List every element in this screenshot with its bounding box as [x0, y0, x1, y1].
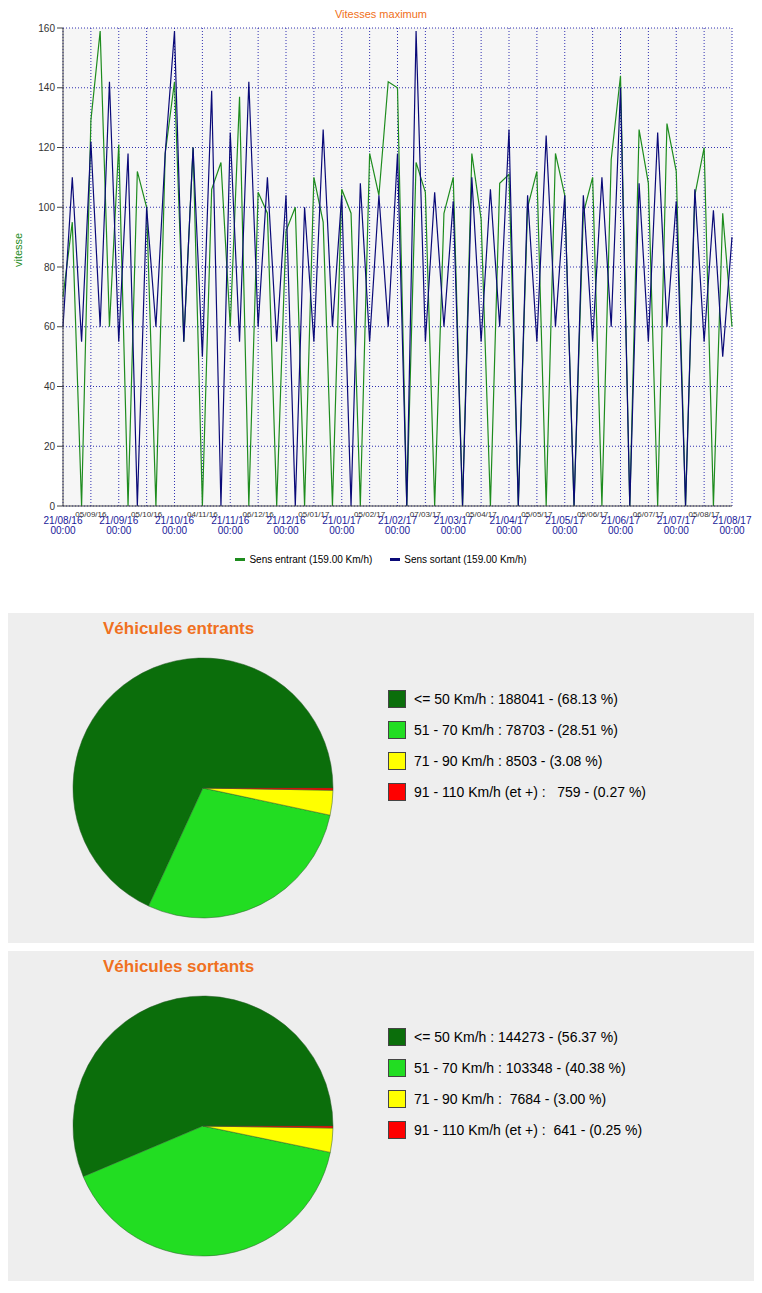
svg-text:60: 60 [44, 321, 56, 332]
html-text:91 - 110 Km/h (et +) : 759 - (: 91 - 110 Km/h (et +) : 759 - (0.27 %) [414, 783, 646, 800]
svg-text:06/07/17: 06/07/17 [632, 510, 664, 519]
svg-text:20: 20 [44, 441, 56, 452]
svg-text:05/04/17: 05/04/17 [465, 510, 497, 519]
svg-text:vitesse: vitesse [12, 233, 24, 267]
svg-text:05/02/17: 05/02/17 [354, 510, 386, 519]
svg-text:00:00: 00:00 [50, 525, 75, 536]
svg-text:04/11/16: 04/11/16 [187, 510, 218, 519]
svg-text:06/12/16: 06/12/16 [242, 510, 274, 519]
svg-text:00:00: 00:00 [719, 525, 744, 536]
html-text:<= 50 Km/h : 144273 - (56.37 %: <= 50 Km/h : 144273 - (56.37 %) [414, 1028, 618, 1045]
svg-text:00:00: 00:00 [106, 525, 131, 536]
html-text:91 - 110 Km/h (et +) : 641 - (: 91 - 110 Km/h (et +) : 641 - (0.25 %) [414, 1121, 643, 1138]
svg-text:05/10/16: 05/10/16 [131, 510, 163, 519]
svg-text:21/08/17: 21/08/17 [712, 515, 752, 526]
svg-text:00:00: 00:00 [385, 525, 410, 536]
html-text:Sens entrant (159.00 Km/h): Sens entrant (159.00 Km/h) [249, 554, 373, 565]
svg-text:120: 120 [38, 142, 55, 153]
html-text:71 - 90 Km/h : 7684 - (3.00 %): 71 - 90 Km/h : 7684 - (3.00 %) [414, 1090, 607, 1107]
html-text:Sens sortant (159.00 Km/h): Sens sortant (159.00 Km/h) [404, 554, 527, 565]
svg-text:00:00: 00:00 [441, 525, 466, 536]
svg-text:00:00: 00:00 [552, 525, 577, 536]
svg-text:21/08/16: 21/08/16 [43, 515, 83, 526]
svg-text:21/10/16: 21/10/16 [155, 515, 194, 526]
svg-text:80: 80 [44, 262, 56, 273]
svg-text:00:00: 00:00 [496, 525, 521, 536]
svg-text:21/09/16: 21/09/16 [99, 515, 139, 526]
svg-text:40: 40 [44, 381, 56, 392]
svg-text:21/06/17: 21/06/17 [601, 515, 640, 526]
svg-text:21/04/17: 21/04/17 [489, 515, 529, 526]
svg-text:05/08/17: 05/08/17 [688, 510, 720, 519]
svg-text:00:00: 00:00 [329, 525, 354, 536]
svg-text:00:00: 00:00 [218, 525, 243, 536]
html-text:71 - 90 Km/h : 8503 - (3.08 %): 71 - 90 Km/h : 8503 - (3.08 %) [414, 752, 603, 769]
svg-text:21/12/16: 21/12/16 [266, 515, 306, 526]
svg-text:140: 140 [38, 82, 55, 93]
svg-text:160: 160 [38, 23, 55, 34]
svg-text:21/05/17: 21/05/17 [545, 515, 585, 526]
svg-text:21/01/17: 21/01/17 [322, 515, 362, 526]
svg-text:07/03/17: 07/03/17 [409, 510, 441, 519]
html-text:<= 50 Km/h : 188041 - (68.13 %: <= 50 Km/h : 188041 - (68.13 %) [414, 690, 618, 707]
svg-text:100: 100 [38, 202, 55, 213]
svg-text:00:00: 00:00 [664, 525, 689, 536]
svg-text:00:00: 00:00 [162, 525, 187, 536]
svg-text:00:00: 00:00 [273, 525, 298, 536]
html-text:51 - 70 Km/h : 78703 - (28.51: 51 - 70 Km/h : 78703 - (28.51 %) [414, 721, 618, 738]
svg-text:21/11/16: 21/11/16 [211, 515, 250, 526]
html-text:Vitesses maximum: Vitesses maximum [334, 8, 427, 20]
svg-text:21/03/17: 21/03/17 [433, 515, 473, 526]
svg-text:00:00: 00:00 [608, 525, 633, 536]
svg-text:05/05/17: 05/05/17 [521, 510, 553, 519]
html-text:Véhicules sortants: Véhicules sortants [103, 957, 255, 976]
svg-text:21/02/17: 21/02/17 [378, 515, 417, 526]
html-text:Véhicules entrants: Véhicules entrants [103, 619, 255, 638]
svg-text:21/07/17: 21/07/17 [656, 515, 696, 526]
svg-text:05/01/17: 05/01/17 [298, 510, 330, 519]
svg-text:05/09/16: 05/09/16 [75, 510, 107, 519]
html-text:51 - 70 Km/h : 103348 - (40.38: 51 - 70 Km/h : 103348 - (40.38 %) [414, 1059, 626, 1076]
svg-text:0: 0 [49, 501, 55, 512]
svg-text:05/06/17: 05/06/17 [577, 510, 609, 519]
